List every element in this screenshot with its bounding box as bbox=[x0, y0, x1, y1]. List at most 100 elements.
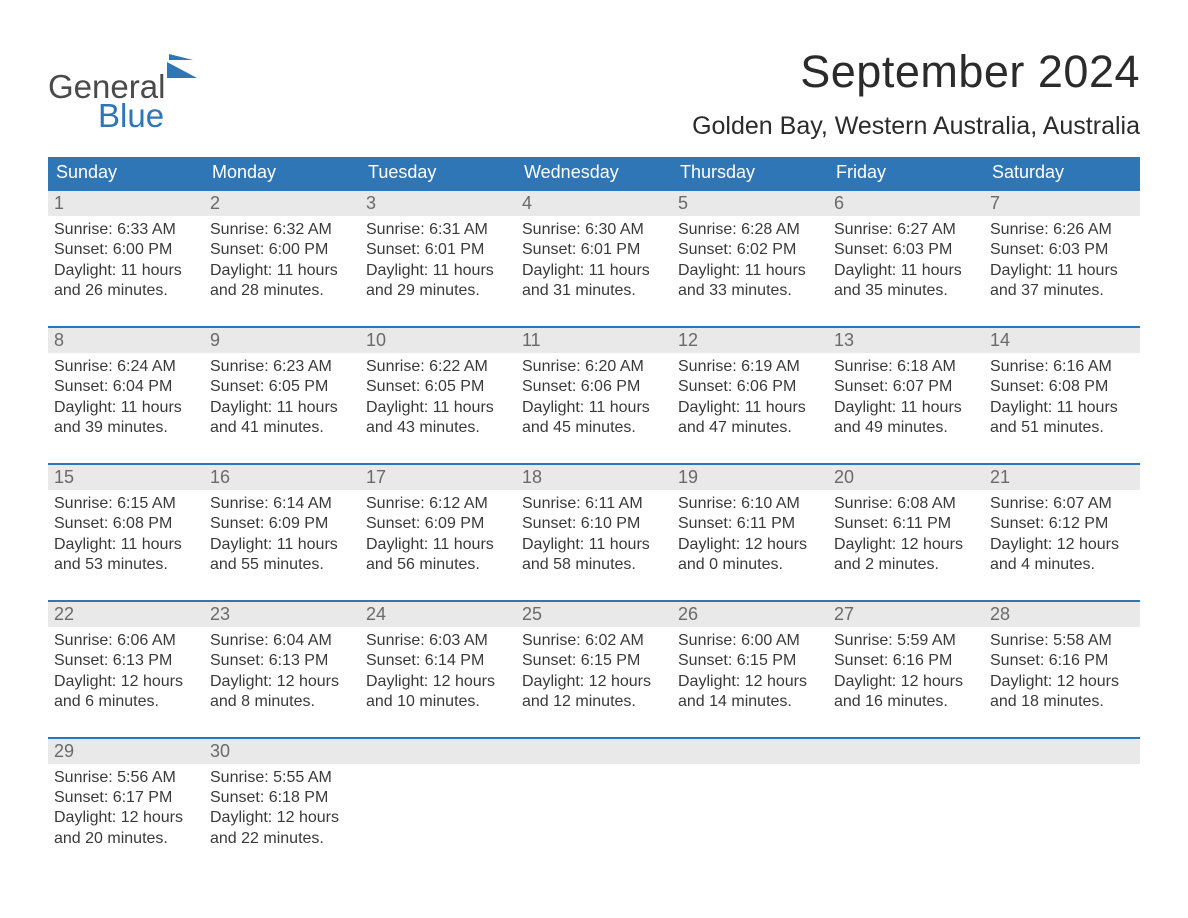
day-details: Sunrise: 6:19 AMSunset: 6:06 PMDaylight:… bbox=[672, 353, 828, 439]
day-number: 13 bbox=[828, 328, 984, 353]
sunrise-text: Sunrise: 6:08 AM bbox=[834, 494, 978, 514]
daylight-line2: and 41 minutes. bbox=[210, 418, 354, 438]
daylight-line1: Daylight: 12 hours bbox=[210, 808, 354, 828]
calendar-cell: 15Sunrise: 6:15 AMSunset: 6:08 PMDayligh… bbox=[48, 463, 204, 600]
day-number: 23 bbox=[204, 602, 360, 627]
daylight-line1: Daylight: 12 hours bbox=[210, 672, 354, 692]
day-details: Sunrise: 6:02 AMSunset: 6:15 PMDaylight:… bbox=[516, 627, 672, 713]
day-number: 4 bbox=[516, 191, 672, 216]
daylight-line1: Daylight: 11 hours bbox=[54, 261, 198, 281]
day-number: 27 bbox=[828, 602, 984, 627]
day-details: Sunrise: 6:28 AMSunset: 6:02 PMDaylight:… bbox=[672, 216, 828, 302]
sunset-text: Sunset: 6:05 PM bbox=[366, 377, 510, 397]
sunrise-text: Sunrise: 6:23 AM bbox=[210, 357, 354, 377]
day-details: Sunrise: 6:20 AMSunset: 6:06 PMDaylight:… bbox=[516, 353, 672, 439]
day-number: 2 bbox=[204, 191, 360, 216]
daylight-line2: and 2 minutes. bbox=[834, 555, 978, 575]
sunset-text: Sunset: 6:03 PM bbox=[990, 240, 1134, 260]
calendar-cell: 20Sunrise: 6:08 AMSunset: 6:11 PMDayligh… bbox=[828, 463, 984, 600]
daylight-line1: Daylight: 11 hours bbox=[54, 398, 198, 418]
sunrise-text: Sunrise: 6:11 AM bbox=[522, 494, 666, 514]
calendar-cell: 17 Sunrise: 6:12 AMSunset: 6:09 PMDayligh… bbox=[360, 463, 516, 600]
sunset-text: Sunset: 6:10 PM bbox=[522, 514, 666, 534]
daylight-line2: and 8 minutes. bbox=[210, 692, 354, 712]
daylight-line2: and 4 minutes. bbox=[990, 555, 1134, 575]
daylight-line2: and 56 minutes. bbox=[366, 555, 510, 575]
sunset-text: Sunset: 6:13 PM bbox=[54, 651, 198, 671]
calendar-cell: 26Sunrise: 6:00 AMSunset: 6:15 PMDayligh… bbox=[672, 600, 828, 737]
sunrise-text: Sunrise: 6:20 AM bbox=[522, 357, 666, 377]
day-details: Sunrise: 6:32 AMSunset: 6:00 PMDaylight:… bbox=[204, 216, 360, 302]
day-number: 14 bbox=[984, 328, 1140, 353]
dow-header: Thursday bbox=[672, 157, 828, 189]
day-details: Sunrise: 6:33 AMSunset: 6:00 PMDaylight:… bbox=[48, 216, 204, 302]
calendar-cell: 22Sunrise: 6:06 AMSunset: 6:13 PMDayligh… bbox=[48, 600, 204, 737]
daylight-line1: Daylight: 11 hours bbox=[210, 398, 354, 418]
daylight-line1: Daylight: 11 hours bbox=[522, 261, 666, 281]
day-number: 10 bbox=[360, 328, 516, 353]
dow-header: Monday bbox=[204, 157, 360, 189]
sunrise-text: Sunrise: 5:58 AM bbox=[990, 631, 1134, 651]
daylight-line1: Daylight: 12 hours bbox=[990, 535, 1134, 555]
sunrise-text: Sunrise: 5:56 AM bbox=[54, 768, 198, 788]
calendar-cell: 5Sunrise: 6:28 AMSunset: 6:02 PMDaylight… bbox=[672, 189, 828, 326]
day-details: Sunrise: 6:03 AMSunset: 6:14 PMDaylight:… bbox=[360, 627, 516, 713]
day-details: Sunrise: 6:18 AMSunset: 6:07 PMDaylight:… bbox=[828, 353, 984, 439]
location: Golden Bay, Western Australia, Australia bbox=[692, 112, 1140, 141]
calendar-cell: 13Sunrise: 6:18 AMSunset: 6:07 PMDayligh… bbox=[828, 326, 984, 463]
day-details: Sunrise: 6:22 AMSunset: 6:05 PMDaylight:… bbox=[360, 353, 516, 439]
daylight-line1: Daylight: 11 hours bbox=[366, 535, 510, 555]
day-number: 18 bbox=[516, 465, 672, 490]
daylight-line1: Daylight: 11 hours bbox=[210, 535, 354, 555]
sunset-text: Sunset: 6:09 PM bbox=[210, 514, 354, 534]
dow-header: Friday bbox=[828, 157, 984, 189]
calendar-cell-empty bbox=[360, 737, 516, 874]
daylight-line2: and 49 minutes. bbox=[834, 418, 978, 438]
day-details: Sunrise: 5:59 AMSunset: 6:16 PMDaylight:… bbox=[828, 627, 984, 713]
day-details: Sunrise: 6:04 AMSunset: 6:13 PMDaylight:… bbox=[204, 627, 360, 713]
day-details: Sunrise: 6:00 AMSunset: 6:15 PMDaylight:… bbox=[672, 627, 828, 713]
calendar-cell: 23Sunrise: 6:04 AMSunset: 6:13 PMDayligh… bbox=[204, 600, 360, 737]
sunrise-text: Sunrise: 6:27 AM bbox=[834, 220, 978, 240]
calendar-cell: 1Sunrise: 6:33 AMSunset: 6:00 PMDaylight… bbox=[48, 189, 204, 326]
daylight-line2: and 53 minutes. bbox=[54, 555, 198, 575]
brand-blue: Blue bbox=[98, 99, 164, 132]
day-number: 17 bbox=[360, 465, 516, 490]
brand-logo: General Blue bbox=[48, 54, 201, 132]
daylight-line1: Daylight: 12 hours bbox=[54, 808, 198, 828]
calendar-cell: 14Sunrise: 6:16 AMSunset: 6:08 PMDayligh… bbox=[984, 326, 1140, 463]
day-number: 26 bbox=[672, 602, 828, 627]
daylight-line1: Daylight: 11 hours bbox=[54, 535, 198, 555]
calendar-cell: 28Sunrise: 5:58 AMSunset: 6:16 PMDayligh… bbox=[984, 600, 1140, 737]
daylight-line2: and 39 minutes. bbox=[54, 418, 198, 438]
day-number: 30 bbox=[204, 739, 360, 764]
daylight-line1: Daylight: 11 hours bbox=[522, 535, 666, 555]
calendar-grid: SundayMondayTuesdayWednesdayThursdayFrid… bbox=[48, 157, 1140, 873]
calendar-cell: 12Sunrise: 6:19 AMSunset: 6:06 PMDayligh… bbox=[672, 326, 828, 463]
sunset-text: Sunset: 6:04 PM bbox=[54, 377, 198, 397]
day-number: 29 bbox=[48, 739, 204, 764]
day-number: 24 bbox=[360, 602, 516, 627]
calendar-cell-empty bbox=[672, 737, 828, 874]
day-details: Sunrise: 6:23 AMSunset: 6:05 PMDaylight:… bbox=[204, 353, 360, 439]
sunset-text: Sunset: 6:01 PM bbox=[522, 240, 666, 260]
sunset-text: Sunset: 6:13 PM bbox=[210, 651, 354, 671]
calendar-cell: 6Sunrise: 6:27 AMSunset: 6:03 PMDaylight… bbox=[828, 189, 984, 326]
daylight-line1: Daylight: 12 hours bbox=[366, 672, 510, 692]
daylight-line2: and 20 minutes. bbox=[54, 829, 198, 849]
dow-header: Saturday bbox=[984, 157, 1140, 189]
day-details: Sunrise: 6:27 AMSunset: 6:03 PMDaylight:… bbox=[828, 216, 984, 302]
day-number: 7 bbox=[984, 191, 1140, 216]
day-number: 21 bbox=[984, 465, 1140, 490]
sunset-text: Sunset: 6:09 PM bbox=[366, 514, 510, 534]
calendar-cell: 16Sunrise: 6:14 AMSunset: 6:09 PMDayligh… bbox=[204, 463, 360, 600]
daylight-line1: Daylight: 11 hours bbox=[522, 398, 666, 418]
day-details: Sunrise: 6:06 AMSunset: 6:13 PMDaylight:… bbox=[48, 627, 204, 713]
daylight-line2: and 37 minutes. bbox=[990, 281, 1134, 301]
sunrise-text: Sunrise: 6:14 AM bbox=[210, 494, 354, 514]
daylight-line2: and 58 minutes. bbox=[522, 555, 666, 575]
sunrise-text: Sunrise: 6:32 AM bbox=[210, 220, 354, 240]
sunrise-text: Sunrise: 6:16 AM bbox=[990, 357, 1134, 377]
day-details: Sunrise: 6:16 AMSunset: 6:08 PMDaylight:… bbox=[984, 353, 1140, 439]
sunrise-text: Sunrise: 6:12 AM bbox=[366, 494, 510, 514]
